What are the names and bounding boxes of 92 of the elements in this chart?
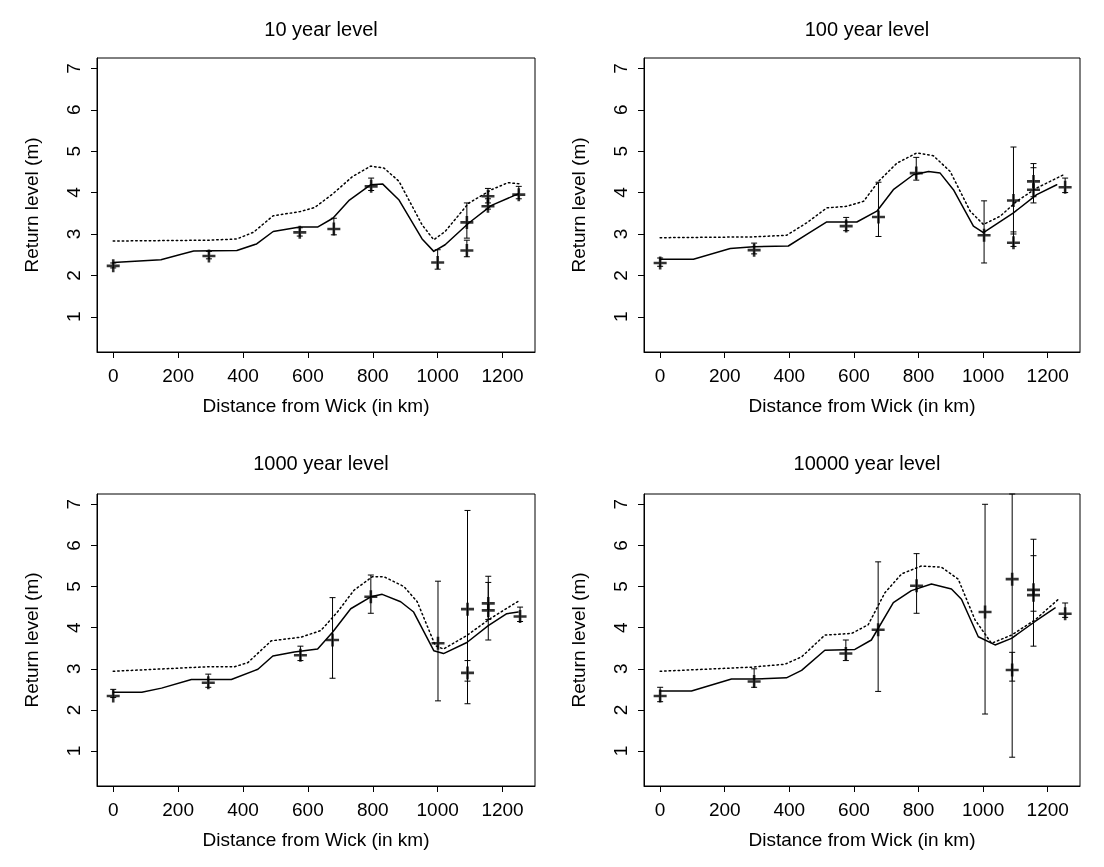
x-tick-label: 1200 — [1026, 365, 1069, 386]
x-tick-label: 200 — [162, 365, 194, 386]
y-tick-label: 5 — [63, 581, 84, 592]
y-tick-label: 6 — [63, 104, 84, 116]
x-tick-label: 400 — [773, 799, 806, 820]
y-tick-label: 7 — [610, 63, 631, 74]
y-tick-label: 7 — [63, 63, 84, 74]
y-tick-label: 3 — [610, 663, 631, 675]
point — [839, 647, 853, 661]
x-tick-label: 600 — [292, 365, 324, 386]
y-axis-title: Return level (m) — [568, 572, 589, 708]
x-tick-label: 200 — [708, 365, 741, 386]
chart-title: 10000 year level — [793, 452, 941, 474]
x-tick-label: 1000 — [416, 799, 459, 820]
x-tick-label: 1200 — [481, 365, 524, 386]
point — [1026, 588, 1040, 602]
y-tick-label: 4 — [63, 186, 84, 198]
point — [461, 602, 475, 616]
x-tick-label: 800 — [902, 365, 935, 386]
x-tick-label: 1200 — [1026, 799, 1069, 820]
y-tick-label: 2 — [610, 270, 631, 281]
x-tick-label: 0 — [654, 799, 666, 820]
x-tick-label: 1200 — [481, 799, 524, 820]
y-tick-label: 3 — [63, 228, 84, 240]
point — [460, 244, 474, 258]
point — [1006, 236, 1020, 250]
y-tick-label: 1 — [63, 311, 84, 323]
chart-title: 10 year level — [264, 18, 378, 40]
chart-title: 1000 year level — [253, 452, 389, 474]
x-axis-title: Distance from Wick (in km) — [202, 829, 430, 850]
point — [909, 166, 923, 180]
x-tick-label: 800 — [356, 365, 389, 386]
x-axis-title: Distance from Wick (in km) — [202, 395, 430, 416]
y-tick-label: 5 — [63, 145, 84, 157]
point — [460, 215, 474, 229]
point — [1026, 183, 1040, 197]
y-tick-label: 2 — [610, 704, 631, 716]
y-tick-label: 5 — [610, 581, 631, 592]
point — [431, 256, 445, 270]
point — [1006, 193, 1020, 207]
point — [977, 228, 991, 242]
line-series — [112, 165, 521, 242]
x-tick-label: 800 — [902, 799, 935, 820]
x-tick-label: 600 — [838, 799, 870, 820]
point — [747, 675, 761, 689]
x-tick-label: 400 — [227, 365, 259, 386]
x-tick-label: 0 — [654, 365, 666, 386]
y-tick-label: 4 — [610, 186, 631, 198]
y-tick-label: 6 — [610, 104, 631, 116]
point — [910, 579, 924, 593]
point — [106, 689, 120, 703]
point — [461, 666, 475, 680]
x-tick-label: 1000 — [961, 365, 1005, 386]
y-tick-label: 2 — [63, 270, 84, 281]
point — [871, 210, 885, 224]
point — [431, 636, 445, 650]
y-tick-label: 4 — [610, 621, 631, 633]
y-axis-title: Return level (m) — [21, 137, 42, 273]
x-tick-label: 600 — [838, 365, 870, 386]
point — [513, 610, 527, 624]
x-tick-label: 200 — [708, 799, 741, 820]
x-tick-label: 0 — [107, 365, 119, 386]
y-tick-label: 3 — [610, 228, 631, 240]
x-tick-label: 0 — [107, 799, 119, 820]
x-tick-label: 200 — [162, 799, 194, 820]
y-axis-title: Return level (m) — [568, 137, 589, 273]
point — [871, 623, 885, 637]
y-tick-label: 3 — [63, 663, 84, 675]
y-axis-title: Return level (m) — [21, 572, 42, 708]
x-tick-label: 400 — [227, 799, 259, 820]
y-tick-label: 6 — [610, 540, 631, 551]
y-tick-label: 2 — [63, 704, 84, 716]
y-tick-label: 7 — [63, 498, 84, 510]
point — [481, 596, 495, 610]
x-tick-label: 800 — [356, 799, 389, 820]
point — [1058, 607, 1072, 621]
y-tick-label: 1 — [610, 311, 631, 323]
x-tick-label: 600 — [292, 799, 324, 820]
x-tick-label: 1000 — [961, 799, 1005, 820]
y-tick-label: 1 — [63, 745, 84, 757]
y-tick-label: 4 — [63, 621, 84, 633]
y-tick-label: 1 — [610, 745, 631, 757]
y-tick-label: 6 — [63, 540, 84, 551]
y-tick-label: 7 — [610, 498, 631, 510]
x-axis-title: Distance from Wick (in km) — [748, 829, 976, 850]
y-tick-label: 5 — [610, 145, 631, 157]
point — [326, 633, 340, 647]
x-tick-label: 1000 — [416, 365, 459, 386]
x-axis-title: Distance from Wick (in km) — [748, 395, 976, 416]
chart-title: 100 year level — [804, 18, 930, 40]
x-tick-label: 400 — [773, 365, 806, 386]
point — [106, 259, 120, 273]
